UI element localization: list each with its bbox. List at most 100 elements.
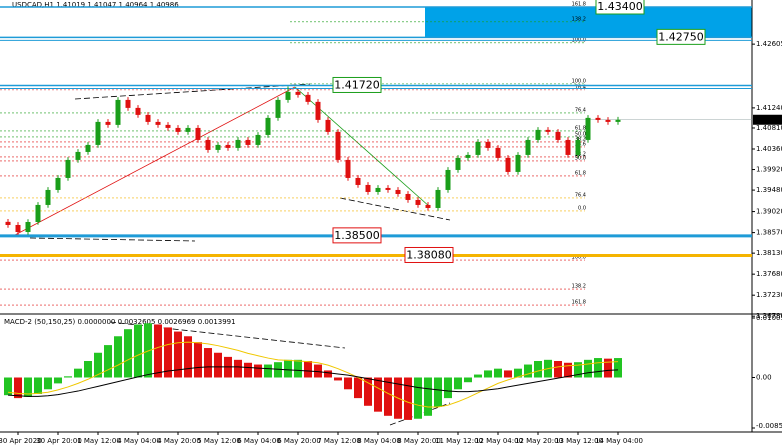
level-label-box	[595, 0, 645, 15]
candle-body	[565, 139, 571, 155]
histogram-bar	[484, 370, 492, 378]
trend-line	[74, 83, 311, 100]
candle-body	[485, 141, 491, 148]
candle-body	[215, 144, 221, 150]
histogram-bar	[134, 324, 142, 378]
fib-label: 76.4	[575, 107, 586, 113]
candle-body	[85, 144, 91, 152]
y-tick-label: 0.0100991	[756, 314, 782, 322]
x-tick-label: 12 May 04:00	[475, 437, 523, 445]
y-tick-label: 1.36780	[756, 312, 782, 320]
histogram-bar	[574, 362, 582, 378]
level-label: 1.43400	[597, 0, 643, 13]
y-tick-label: 1.42605	[756, 40, 782, 48]
histogram-bar	[154, 324, 162, 378]
histogram-bar	[454, 377, 462, 390]
indicator-line	[7, 341, 619, 408]
candle-body	[475, 141, 481, 155]
candle-body	[615, 119, 621, 122]
candle-body	[225, 144, 231, 148]
histogram-bar	[64, 376, 72, 378]
level-label-box	[404, 246, 454, 263]
x-tick-label: 4 May 04:00	[117, 437, 161, 445]
histogram-bar	[34, 377, 42, 394]
candle-body	[115, 99, 121, 125]
candle-body	[545, 129, 551, 132]
x-tick-label: 8 May 04:00	[357, 437, 401, 445]
candle-body	[265, 117, 271, 135]
trend-line	[339, 197, 451, 221]
fib-label: 100.0	[572, 78, 586, 84]
histogram-bar	[374, 377, 382, 412]
candle-body	[555, 131, 561, 140]
candle-body	[15, 224, 21, 232]
x-tick-label: 12 May 20:00	[515, 437, 563, 445]
histogram-bar	[104, 345, 112, 378]
histogram-bar	[234, 359, 242, 378]
fib-label: 76.4	[575, 84, 586, 90]
candle-body	[585, 117, 591, 140]
candle-body	[435, 189, 441, 208]
candle-body	[155, 121, 161, 125]
candle-body	[325, 119, 331, 132]
histogram-bar	[284, 359, 292, 378]
histogram-bar	[414, 377, 422, 419]
fib-label: 76.4	[575, 192, 586, 198]
y-tick-label: 1.40810	[756, 124, 782, 132]
trend-line	[29, 237, 196, 242]
last-price-box	[753, 114, 782, 125]
level-label-box	[332, 76, 382, 93]
candle-body	[395, 189, 401, 194]
histogram-bar	[54, 377, 62, 384]
candle-body	[45, 189, 51, 205]
candle-body	[305, 94, 311, 102]
candle-body	[5, 221, 11, 225]
histogram-bar	[464, 377, 472, 383]
fib-label: 0.0	[578, 205, 586, 211]
histogram-bar	[344, 377, 352, 390]
fib-label: 100.0	[572, 255, 586, 261]
y-tick-label: 1.40360	[756, 145, 782, 153]
candle-body	[575, 139, 581, 155]
histogram-bar	[174, 331, 182, 378]
x-tick-label: 30 Apr 20:00	[36, 437, 82, 445]
x-tick-label: 5 May 12:00	[197, 437, 241, 445]
x-tick-label: 13 May 12:00	[555, 437, 603, 445]
histogram-bar	[534, 361, 542, 378]
y-tick-label: 1.39020	[756, 208, 782, 216]
candle-body	[275, 99, 281, 118]
candle-body	[145, 114, 151, 122]
candle-body	[515, 154, 521, 172]
fib-label: 138.2	[572, 284, 586, 290]
candle-body	[315, 101, 321, 120]
candle-body	[205, 139, 211, 150]
candle-body	[525, 139, 531, 155]
candle-body	[185, 127, 191, 132]
histogram-bar	[404, 377, 412, 420]
histogram-bar	[524, 364, 532, 378]
candle-body	[375, 187, 381, 192]
x-tick-label: 1 May 12:00	[77, 437, 121, 445]
y-tick-label: 1.41240	[756, 104, 782, 112]
histogram-bar	[44, 377, 52, 390]
candle-body	[425, 204, 431, 208]
histogram-bar	[204, 348, 212, 378]
histogram-bar	[604, 358, 612, 378]
candle-body	[335, 131, 341, 160]
fib-label: 50.0	[575, 131, 586, 137]
x-tick-label: 4 May 20:00	[157, 437, 201, 445]
level-label-box	[656, 28, 706, 45]
candle-body	[95, 121, 101, 145]
histogram-bar	[474, 374, 482, 378]
x-tick-label: 11 May 12:00	[435, 437, 483, 445]
histogram-bar	[74, 368, 82, 378]
candle-body	[295, 91, 301, 95]
histogram-bar	[364, 377, 372, 406]
candle-body	[135, 107, 141, 115]
histogram-bar	[314, 364, 322, 378]
candle-body	[165, 124, 171, 128]
indicator-title: MACD-2 (50,150,25) 0.0000000 0.0032605 0…	[4, 318, 236, 326]
histogram-bar	[274, 362, 282, 378]
candle-body	[445, 169, 451, 190]
